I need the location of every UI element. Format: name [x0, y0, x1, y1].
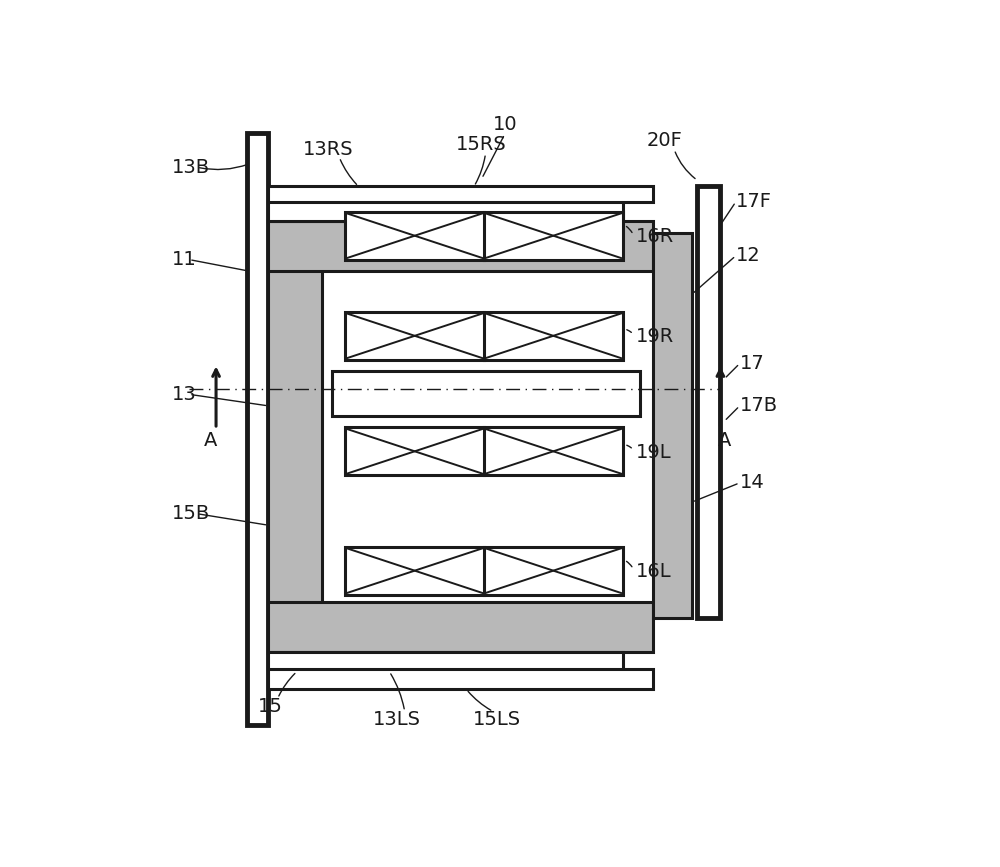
- Bar: [268, 186, 653, 202]
- Bar: [268, 669, 653, 689]
- Bar: [247, 133, 268, 726]
- Text: 15RS: 15RS: [456, 134, 507, 153]
- Bar: [268, 221, 322, 652]
- Text: 10: 10: [492, 115, 517, 134]
- Bar: [345, 427, 623, 475]
- Text: A: A: [718, 431, 731, 450]
- Bar: [653, 232, 692, 617]
- Text: A: A: [204, 431, 217, 450]
- Text: 17: 17: [740, 354, 764, 373]
- Text: 14: 14: [740, 473, 764, 492]
- Text: 15B: 15B: [172, 505, 210, 523]
- Bar: [268, 651, 623, 672]
- Text: 15: 15: [258, 697, 282, 715]
- Text: 13B: 13B: [172, 158, 210, 177]
- Text: 17F: 17F: [736, 192, 772, 212]
- Bar: [697, 186, 720, 617]
- Text: 16R: 16R: [636, 227, 674, 246]
- Text: 16L: 16L: [636, 562, 671, 581]
- Bar: [268, 201, 623, 221]
- Text: 13RS: 13RS: [302, 140, 353, 159]
- Bar: [332, 371, 640, 416]
- Bar: [268, 221, 653, 271]
- Text: 19R: 19R: [636, 327, 674, 346]
- Text: 11: 11: [172, 250, 197, 269]
- Bar: [345, 312, 623, 360]
- Text: 17B: 17B: [740, 396, 778, 415]
- Bar: [345, 547, 623, 595]
- Text: 13LS: 13LS: [373, 710, 421, 729]
- Text: 12: 12: [736, 246, 761, 265]
- Bar: [345, 212, 623, 259]
- Text: 19L: 19L: [636, 442, 671, 461]
- Bar: [268, 603, 653, 652]
- Text: 13: 13: [172, 385, 197, 404]
- Text: 15LS: 15LS: [473, 710, 521, 729]
- Text: 20F: 20F: [647, 131, 683, 150]
